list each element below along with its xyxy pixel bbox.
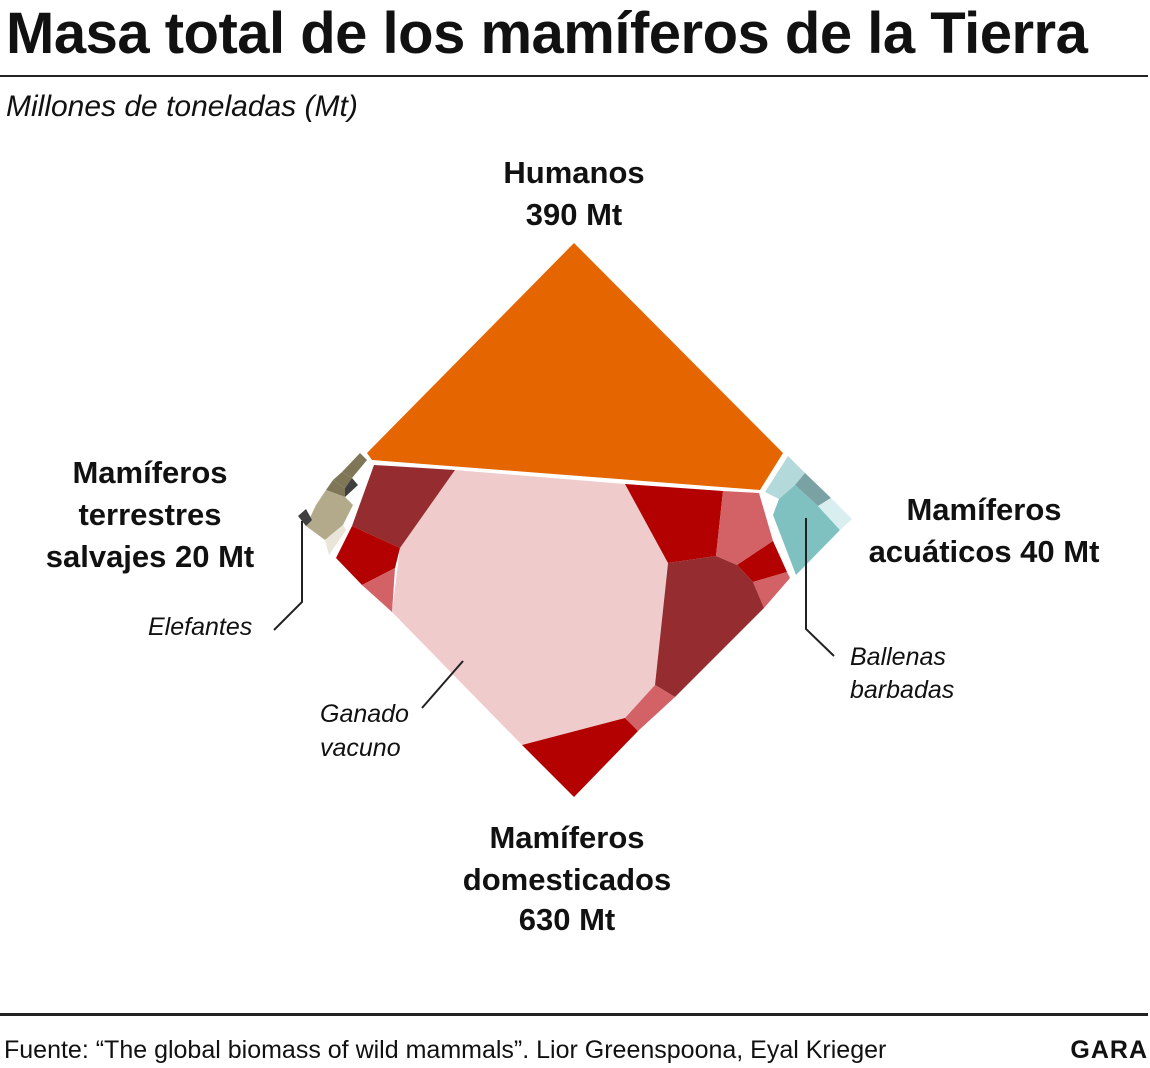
chart-subtitle: Millones de toneladas (Mt) (6, 90, 358, 123)
note-ballenas-line2: barbadas (850, 676, 954, 704)
cell-domesticados-salmon-bottom (625, 685, 675, 731)
cell-domesticados-maroon-left (352, 465, 455, 548)
leader-line-ballenas (805, 518, 835, 657)
cell-acuaticos-pale (818, 498, 852, 530)
label-terrestres-line3: salvajes 20 Mt (46, 539, 255, 574)
cell-terrestres-dark-mid (326, 480, 345, 497)
label-terrestres-line1: Mamíferos (72, 455, 227, 490)
label-domesticados-line2: domesticados (463, 862, 671, 897)
cell-domesticados-red-right (737, 541, 787, 582)
brand-logo: GARA (1070, 1036, 1148, 1064)
cell-domesticados-salmon-left (362, 568, 395, 612)
cell-terrestres-dark (333, 472, 352, 488)
cell-acuaticos-light-top (765, 456, 805, 499)
cell-ganado-vacuno (392, 470, 668, 745)
cell-domesticados-red-top-right (625, 484, 723, 563)
note-ballenas-line1: Ballenas (850, 643, 946, 671)
title-divider (0, 75, 1148, 77)
label-humanos-value: 390 Mt (526, 197, 622, 232)
note-ganado-line2: vacuno (320, 734, 401, 762)
cell-elefantes (306, 490, 353, 540)
footer-divider (0, 1013, 1148, 1016)
leader-line-elefantes (273, 521, 303, 631)
cell-terrestres-dark-top (342, 453, 367, 478)
cell-domesticados-salmon-small (753, 572, 790, 608)
label-acuaticos-line1: Mamíferos (906, 492, 1061, 527)
cell-humanos (367, 243, 783, 490)
label-domesticados-line3: 630 Mt (519, 902, 615, 937)
source-note: Fuente: “The global biomass of wild mamm… (4, 1036, 887, 1064)
cell-domesticados-salmon-right (716, 491, 773, 565)
cell-terrestres-black (345, 478, 358, 497)
leader-line-ganado (421, 660, 464, 709)
chart-title: Masa total de los mamíferos de la Tierra (6, 1, 1088, 66)
label-humanos-name: Humanos (503, 155, 644, 190)
cell-terrestres-light (325, 525, 346, 555)
voronoi-chart: Humanos 390 Mt Mamíferos terrestres salv… (46, 155, 1100, 937)
cell-terrestres-black-left (298, 509, 312, 526)
note-ganado-line1: Ganado (320, 700, 409, 728)
label-domesticados-line1: Mamíferos (489, 820, 644, 855)
cell-domesticados-red-bottom (522, 718, 638, 797)
label-terrestres-line2: terrestres (78, 497, 221, 532)
cell-domesticados-red-left (336, 526, 400, 585)
label-acuaticos-line2: acuáticos 40 Mt (869, 534, 1100, 569)
cell-domesticados-maroon-right (655, 556, 764, 697)
cell-acuaticos-mid (795, 473, 831, 506)
note-elefantes: Elefantes (148, 613, 252, 641)
